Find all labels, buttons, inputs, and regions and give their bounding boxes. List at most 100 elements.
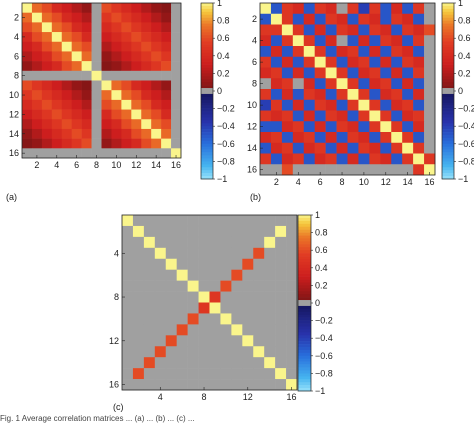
x-tick-label: 8 (202, 392, 207, 402)
y-tick-label: 8 (252, 79, 257, 89)
heatmap-cell (264, 280, 276, 292)
colorbar-swatch (298, 247, 311, 251)
heatmap-cell (81, 70, 92, 81)
x-tick-label: 16 (287, 392, 297, 402)
heatmap-cell (165, 236, 177, 249)
heatmap-cell (41, 90, 53, 101)
colorbar-swatch (442, 29, 454, 33)
heatmap-cell (281, 110, 294, 122)
heatmap-cell (380, 78, 392, 90)
colorbar-swatch (442, 32, 454, 36)
plot-frame (21, 2, 182, 159)
colorbar-swatch (201, 3, 213, 7)
heatmap-cell (187, 269, 199, 281)
colorbar-swatch (201, 173, 213, 177)
colorbar-swatch (298, 270, 311, 274)
heatmap-cell (154, 236, 167, 249)
heatmap-cell (31, 90, 43, 101)
heatmap-cell (101, 128, 112, 139)
colorbar-swatch (442, 135, 454, 139)
heatmap-cell (198, 379, 210, 391)
heatmap-cell (325, 142, 337, 154)
heatmap-cell (31, 80, 43, 91)
heatmap-cell (132, 215, 145, 227)
heatmap-cell (270, 56, 283, 68)
heatmap-cell (413, 121, 425, 133)
heatmap-cell (281, 142, 294, 154)
colorbar-swatch (201, 23, 213, 27)
heatmap-cell (101, 119, 112, 130)
heatmap-cell (292, 24, 305, 36)
heatmap-cell (122, 302, 134, 314)
colorbar-swatch (442, 129, 454, 133)
colorbar-swatch (201, 70, 213, 74)
heatmap-cell (165, 346, 177, 358)
heatmap-cell (220, 346, 232, 358)
heatmap-cell (402, 110, 414, 122)
heatmap-cell (391, 153, 403, 165)
heatmap-cell (154, 247, 167, 260)
heatmap-cell (413, 78, 425, 90)
heatmap-cell (111, 99, 122, 110)
heatmap-cell (209, 379, 221, 391)
heatmap-cell (303, 132, 315, 144)
heatmap-cell (264, 291, 276, 303)
heatmap-cell (270, 164, 283, 176)
heatmap-cell (22, 109, 33, 120)
x-tick-label: 10 (359, 177, 369, 187)
colorbar-swatch (201, 123, 213, 127)
heatmap-cell (165, 368, 177, 380)
heatmap-cell (220, 269, 232, 281)
x-tick-label: 10 (111, 160, 121, 170)
heatmap-cell (165, 225, 177, 238)
heatmap-cell (31, 51, 43, 62)
heatmap-cell (111, 70, 122, 81)
heatmap-cell (253, 379, 265, 391)
heatmap-cell (121, 80, 132, 91)
heatmap-cell (71, 51, 82, 62)
heatmap-cell (314, 3, 326, 15)
colorbar-swatch (298, 273, 311, 277)
heatmap-cell (122, 335, 134, 347)
colorbar-swatch (298, 323, 311, 327)
heatmap-cell (325, 153, 337, 165)
figure-caption: Fig. 1 Average correlation matrices ... … (0, 414, 195, 423)
x-tick-label: 16 (425, 177, 435, 187)
heatmap-cell (314, 46, 326, 58)
heatmap-cell (281, 46, 294, 58)
heatmap-cell (121, 12, 132, 23)
heatmap-cell (369, 46, 381, 58)
heatmap-cell (286, 269, 298, 281)
heatmap-cell (292, 56, 305, 68)
heatmap-cell (31, 70, 43, 81)
heatmap-cell (264, 269, 276, 281)
heatmap-cell (51, 3, 63, 13)
heatmap-cell (91, 51, 102, 62)
heatmap-cell (231, 247, 243, 260)
colorbar-swatch (201, 67, 213, 71)
heatmap-cell (161, 41, 172, 52)
heatmap-cell (154, 215, 167, 227)
y-tick-label: 16 (109, 380, 119, 390)
heatmap-cell (242, 335, 254, 347)
heatmap-cell (41, 70, 53, 81)
heatmap-cell (121, 138, 132, 149)
colorbar-swatch (442, 126, 454, 130)
heatmap-cell (41, 32, 53, 43)
heatmap-cell (101, 148, 112, 159)
heatmap-cell (286, 225, 298, 238)
heatmap-cell (369, 24, 381, 36)
heatmap-cell (161, 99, 172, 110)
heatmap-cell (101, 51, 112, 62)
colorbar-swatch (298, 379, 311, 383)
heatmap-cell (292, 99, 305, 111)
heatmap-cell (131, 99, 142, 110)
heatmap-cell (264, 357, 276, 369)
heatmap-cell (187, 247, 199, 260)
colorbar-swatch (442, 11, 454, 16)
heatmap-cell (91, 119, 102, 130)
heatmap-cell (336, 164, 348, 176)
heatmap-cell (325, 110, 337, 122)
heatmap-cell (380, 46, 392, 58)
heatmap-cell (314, 121, 326, 133)
